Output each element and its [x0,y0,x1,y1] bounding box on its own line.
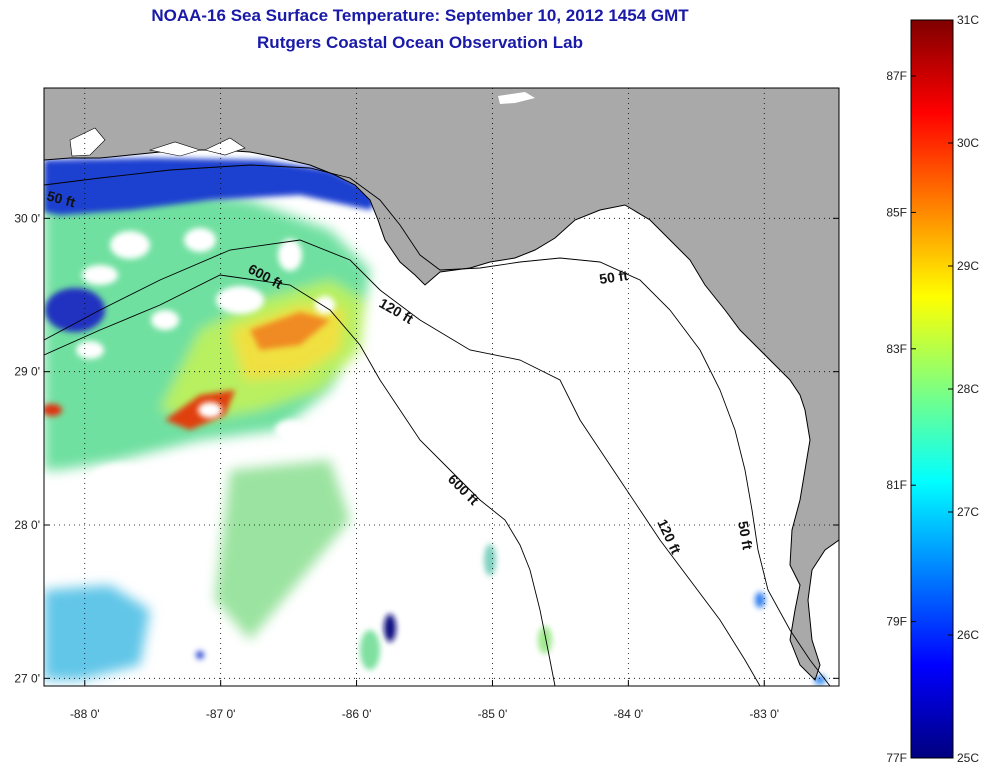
lat-tick-label: 27 0' [14,671,40,685]
sst-coastal-cold [44,158,380,215]
colorbar-fahrenheit-label: 87F [886,69,907,83]
lon-tick-label: -87 0' [206,707,236,721]
colorbar-fahrenheit-label: 83F [886,342,907,356]
lon-tick-label: -84 0' [614,707,644,721]
cloud-8 [275,420,305,440]
contour-50ft [44,164,831,686]
graticule [44,88,839,686]
lat-tick-label: 28 0' [14,518,40,532]
cloud-1 [110,231,150,259]
sst-spot-2 [484,544,496,576]
sst-spot-5 [196,651,204,659]
colorbar-fahrenheit-label: 85F [886,205,907,219]
lon-tick-label: -83 0' [749,707,779,721]
map-frame [43,87,840,687]
lat-tick-label: 29 0' [14,365,40,379]
colorbar-celsius-label: 28C [957,382,979,396]
colorbar-ticks: 31C 30C 29C 28C 27C 26C 25C 87F 85F 83F 81F 79F 77F [886,13,979,765]
cloud-4 [216,286,264,314]
lon-tick-label: -85 0' [478,707,508,721]
contour-600ft [44,274,556,686]
cloud-10 [76,341,104,359]
contour-label: 50 ft [735,520,756,551]
sst-cold-west [45,288,105,332]
contour-label: 50 ft [598,267,629,287]
bathymetry-contours [44,164,831,686]
cloud-5 [151,310,179,330]
sst-patch-south [215,460,350,640]
sst-spot-1 [360,630,380,670]
chart-title: NOAA-16 Sea Surface Temperature: Septemb… [151,6,689,25]
colorbar-celsius-label: 27C [957,505,979,519]
colorbar-celsius-label: 26C [957,628,979,642]
contour-120ft [44,239,761,686]
cloud-6 [278,239,302,271]
sst-patch-southwest [44,585,150,680]
lon-tick-label: -88 0' [70,707,100,721]
sst-spot-3 [538,626,552,654]
sst-warm-edge [44,404,62,416]
contour-label: 50 ft [45,187,77,210]
colorbar-celsius-label: 29C [957,259,979,273]
lat-tick-label: 30 0' [14,211,40,225]
colorbar-gradient [910,19,954,759]
land [44,88,839,681]
cloud-9 [198,402,222,418]
chart-subtitle: Rutgers Coastal Ocean Observation Lab [257,33,583,52]
colorbar-fahrenheit-label: 77F [886,751,907,765]
cloud-3 [82,265,118,285]
cloud-11 [90,464,150,496]
sst-field [44,88,839,686]
sst-spot-4 [755,592,765,608]
colorbar-celsius-label: 30C [957,136,979,150]
sst-cold-spot [384,614,396,642]
colorbar-celsius-label: 25C [957,751,979,765]
tick-labels: -88 0' -87 0' -86 0' -85 0' -84 0' -83 0' 30 0… [14,211,779,721]
sst-orange-streak [250,312,330,350]
colorbar-fahrenheit-label: 81F [886,478,907,492]
lon-tick-label: -86 0' [342,707,372,721]
colorbar-fahrenheit-label: 79F [886,615,907,629]
colorbar-celsius-label: 31C [957,13,979,27]
cloud-2 [184,228,216,252]
